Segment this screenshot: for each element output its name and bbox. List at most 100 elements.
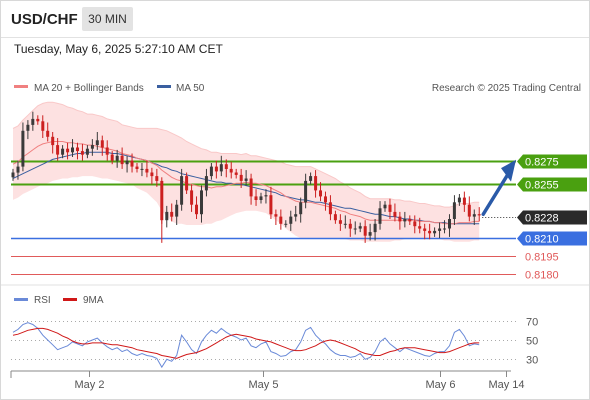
- candle-body: [472, 214, 476, 217]
- candle-body: [388, 204, 392, 212]
- candle-body: [105, 147, 109, 155]
- candle-body: [165, 211, 169, 221]
- candle-body: [90, 145, 94, 149]
- timestamp: Tuesday, May 6, 2025 5:27:10 AM CET: [14, 42, 223, 56]
- candle-body: [85, 148, 89, 155]
- level-tag-0.8210: [517, 231, 587, 246]
- ma20-legend-swatch: [14, 85, 28, 88]
- rsi-tick-30: 30: [526, 355, 538, 367]
- candle-body: [457, 197, 461, 203]
- candle-body: [140, 168, 144, 170]
- candle-body: [443, 228, 446, 230]
- candle-body: [195, 204, 198, 215]
- candle-body: [363, 226, 367, 236]
- level-tag-0.8275: [517, 154, 587, 169]
- candle-body: [319, 190, 322, 197]
- candle-body: [477, 214, 481, 216]
- candle-body: [190, 190, 194, 205]
- chart-header: USD/CHF 30 MIN: [1, 1, 589, 38]
- candle-body: [348, 223, 352, 229]
- candle-body: [209, 166, 213, 177]
- interval-button[interactable]: 30 MIN: [82, 7, 133, 31]
- candle-body: [259, 196, 263, 200]
- level-tag-0.8255: [517, 177, 587, 192]
- ma50-legend-label: MA 50: [176, 83, 205, 94]
- candle-body: [284, 223, 288, 225]
- candle-body: [76, 147, 79, 152]
- candle-body: [462, 197, 466, 205]
- candle-body: [150, 172, 154, 177]
- candle-body: [214, 166, 218, 172]
- current-price-label: 0.8228: [525, 213, 559, 225]
- candle-body: [249, 178, 253, 197]
- candle-body: [46, 130, 50, 137]
- candle-body: [309, 176, 313, 181]
- candle-body: [204, 176, 208, 191]
- candle-body: [254, 196, 258, 200]
- candle-body: [333, 214, 337, 221]
- rsi-legend-label: RSI: [34, 295, 51, 306]
- candle-body: [224, 164, 228, 169]
- candle-body: [135, 166, 139, 169]
- forecast-arrow-head: [501, 159, 516, 182]
- candle-body: [100, 140, 104, 148]
- current-price-tag: [517, 210, 587, 225]
- level-label-0.8180: 0.8180: [525, 270, 559, 282]
- candle-body: [398, 216, 402, 222]
- candle-body: [452, 202, 456, 219]
- level-label-0.8195: 0.8195: [525, 252, 559, 264]
- candle-body: [269, 195, 273, 215]
- x-axis: May 2 May 5 May 6 May 14: [75, 371, 525, 391]
- candle-body: [393, 211, 397, 217]
- candle-body: [155, 176, 159, 181]
- candle-body: [175, 204, 179, 217]
- candle-body: [185, 176, 189, 191]
- x-tick-label-May 6: May 6: [426, 379, 456, 391]
- candle-body: [328, 202, 332, 215]
- rsi-ma-line: [12, 327, 480, 359]
- candle-body: [71, 147, 74, 153]
- candle-body: [353, 228, 357, 230]
- candle-body: [219, 164, 223, 172]
- candle-body: [403, 219, 407, 222]
- rsi-plot: 70 50 30: [11, 317, 538, 369]
- candle-body: [16, 166, 20, 173]
- candle-body: [378, 208, 382, 224]
- candle-body: [279, 216, 283, 224]
- price-plot: 0.8228 0.8275 0.8255 0.8210 0.8195 0.8180: [11, 101, 587, 282]
- candle-body: [418, 226, 422, 229]
- candle-body: [145, 168, 149, 173]
- candle-body: [56, 145, 60, 155]
- candle-body: [408, 219, 412, 222]
- candle-body: [264, 195, 268, 197]
- candle-body: [423, 228, 427, 231]
- candle-body: [358, 226, 362, 229]
- level-label-0.8255: 0.8255: [525, 180, 559, 192]
- x-tick-label-May 5: May 5: [249, 379, 279, 391]
- candle-body: [229, 168, 233, 173]
- candle-body: [180, 176, 184, 205]
- candle-body: [160, 180, 164, 221]
- candle-body: [428, 230, 432, 234]
- candle-body: [26, 124, 30, 131]
- candle-body: [368, 232, 372, 236]
- candle-body: [95, 140, 99, 146]
- candle-body: [274, 214, 278, 217]
- rsi-tick-70: 70: [526, 317, 538, 329]
- candle-body: [41, 121, 45, 131]
- candle-body: [125, 160, 129, 165]
- candle-body: [51, 136, 55, 146]
- candle-body: [294, 214, 298, 217]
- candle-body: [324, 196, 327, 203]
- symbol-title: USD/CHF: [11, 11, 78, 28]
- candle-body: [314, 176, 318, 191]
- candle-body: [200, 190, 203, 215]
- watermark: Research © 2025 Trading Central: [432, 83, 581, 94]
- x-tick-label-May 2: May 2: [75, 379, 105, 391]
- level-label-0.8210: 0.8210: [525, 234, 559, 246]
- candle-body: [373, 223, 377, 233]
- candle-body: [239, 174, 243, 181]
- forecast-arrow-shaft: [481, 170, 511, 216]
- rsi-ma-legend-swatch: [63, 298, 77, 301]
